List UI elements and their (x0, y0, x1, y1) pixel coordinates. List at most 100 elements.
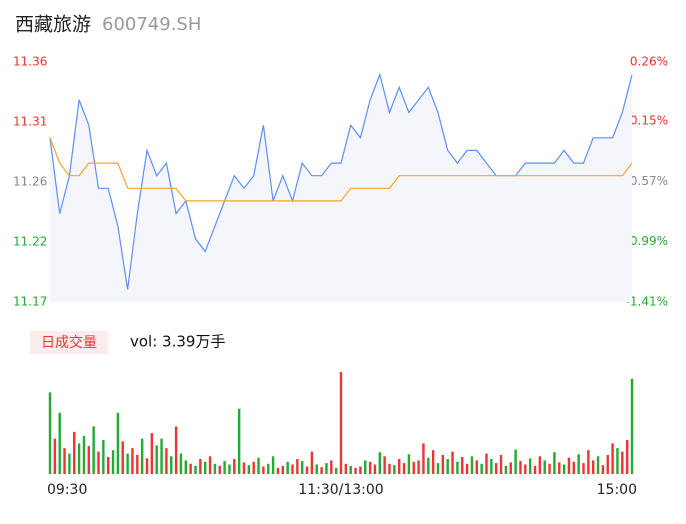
volume-bar (63, 448, 66, 474)
y-tick-label: 11.31 (13, 115, 47, 129)
volume-bar (126, 453, 129, 474)
volume-bar (538, 456, 542, 474)
volume-bar (470, 456, 474, 474)
volume-bar (228, 464, 231, 474)
volume-bar (378, 452, 381, 474)
y2-tick-label: 0.26% (630, 55, 668, 69)
volume-bar (305, 466, 309, 474)
y2-tick-label: -0.99% (626, 234, 668, 248)
volume-bar (140, 438, 144, 474)
volume-bar (480, 463, 483, 474)
volume-bar (111, 450, 115, 474)
volume-bar (131, 448, 134, 474)
volume-bar (204, 461, 207, 474)
volume-bar (58, 412, 61, 474)
volume-bar (616, 448, 619, 474)
volume-bar (208, 456, 212, 474)
volume-bar (77, 443, 81, 474)
y-tick-label: 11.17 (13, 295, 47, 309)
volume-bar (73, 431, 76, 474)
volume-bar (417, 460, 420, 474)
volume-bar (451, 451, 454, 474)
volume-bar (82, 435, 86, 474)
volume-bar (334, 467, 338, 474)
volume-bar (223, 461, 226, 474)
volume-bar (562, 464, 566, 474)
volume-bar (485, 453, 488, 474)
volume-bar (194, 465, 197, 474)
volume-bar (572, 461, 575, 474)
volume-bar (558, 462, 561, 474)
volume-bar (155, 445, 158, 474)
y-tick-label: 11.36 (13, 55, 47, 69)
volume-bar (92, 426, 95, 474)
volume-bar (257, 457, 260, 474)
y2-tick-label: -0.15% (626, 113, 668, 127)
price-area (50, 74, 632, 302)
volume-badge (30, 331, 108, 354)
volume-bar (465, 463, 469, 474)
volume-bar (68, 453, 71, 474)
volume-bar (519, 461, 522, 474)
volume-bar (587, 450, 590, 474)
volume-bar (577, 454, 580, 474)
volume-bar (262, 466, 265, 474)
volume-bar (252, 461, 255, 474)
volume-bar (242, 462, 246, 474)
volume-bar (427, 457, 430, 474)
volume-bar (393, 465, 396, 474)
x-tick-label: 11:30/13:00 (298, 482, 383, 498)
volume-bar (107, 457, 110, 474)
volume-bar (325, 463, 328, 474)
volume-bar (344, 463, 348, 474)
volume-bar (475, 460, 478, 474)
y2-tick-label: -1.41% (626, 295, 668, 309)
volume-bar (199, 459, 202, 474)
volume-bar (281, 465, 284, 474)
volume-bar (267, 463, 270, 474)
volume-bar (291, 464, 294, 474)
stock-name: 西藏旅游 (15, 14, 91, 36)
volume-bar (237, 408, 241, 474)
volume-bar (271, 456, 275, 474)
volume-bar (543, 460, 546, 474)
volume-bar (422, 443, 425, 474)
volume-bar (165, 448, 168, 474)
volume-bar (567, 457, 571, 474)
volume-bar (504, 465, 508, 474)
volume-bar (592, 460, 595, 474)
volume-summary: vol: 3.39万手 (130, 333, 225, 351)
volume-bar (553, 452, 556, 474)
y-tick-label: 11.26 (13, 175, 47, 189)
volume-bar (606, 454, 609, 474)
volume-bar (48, 392, 52, 474)
volume-badge-text: 日成交量 (41, 334, 97, 351)
volume-bar (490, 459, 493, 474)
volume-bar (174, 426, 178, 474)
volume-bar (150, 433, 154, 474)
x-tick-label: 15:00 (597, 482, 637, 498)
volume-bar (218, 465, 221, 474)
volume-bar (499, 454, 503, 474)
x-tick-label: 09:30 (47, 482, 87, 498)
volume-bar (412, 461, 415, 474)
y2-tick-label: -0.57% (626, 174, 668, 188)
volume-bar (276, 467, 280, 474)
volume-bar (97, 451, 100, 474)
volume-bar (184, 460, 187, 474)
volume-bar (601, 465, 605, 474)
volume-bar (368, 461, 372, 474)
volume-bar (436, 463, 440, 474)
volume-bar (407, 454, 411, 474)
price-line (49, 72, 633, 290)
volume-bar (630, 378, 634, 474)
volume-bar (330, 460, 333, 474)
volume-bar (441, 454, 445, 474)
volume-bar (189, 463, 192, 474)
volume-bar (495, 463, 498, 474)
volume-bar (383, 456, 386, 474)
volume-bar (296, 459, 299, 474)
volume-bar (461, 457, 464, 474)
stock-code: 600749.SH (102, 14, 201, 35)
